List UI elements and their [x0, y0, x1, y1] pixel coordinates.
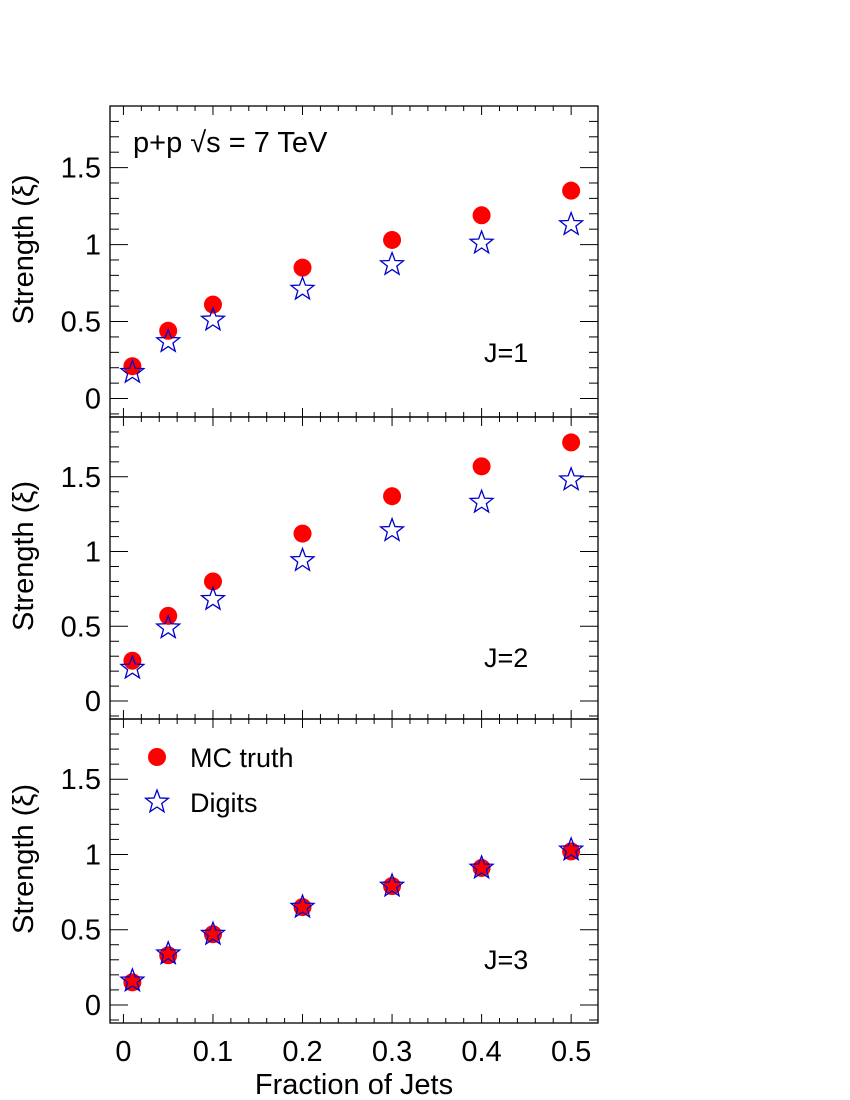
panel-2: 0 0.5 1 1.5 Strength (ξ) J=2	[8, 416, 599, 720]
mc-truth-point	[203, 572, 222, 591]
y-axis-title: Strength (ξ)	[8, 784, 40, 934]
x-tick-label: 0.4	[461, 1036, 501, 1068]
y-axis-title: Strength (ξ)	[8, 175, 40, 325]
y-tick-label: 0.5	[61, 915, 101, 947]
digits-point	[468, 488, 495, 514]
y-tick-label: 1	[85, 839, 101, 871]
digits-point	[378, 516, 406, 542]
digits-point	[557, 210, 585, 236]
digits-point	[468, 229, 495, 255]
panel-label: J=3	[484, 945, 528, 975]
legend-label: MC truth	[190, 743, 294, 773]
digits-point	[199, 306, 227, 332]
x-axis-title: Fraction of Jets	[255, 1069, 453, 1100]
legend: MC truth Digits	[143, 743, 294, 818]
panel-frame	[109, 718, 599, 1024]
x-tick-label: 0	[115, 1036, 131, 1068]
mc-truth-point	[562, 181, 581, 200]
mc-truth-point	[123, 973, 142, 992]
legend-label: Digits	[190, 788, 258, 818]
digits-point	[289, 275, 316, 301]
digits-point	[119, 654, 146, 680]
y-axis-title: Strength (ξ)	[8, 481, 40, 631]
mc-truth-point	[293, 258, 312, 277]
digits-point	[378, 872, 406, 898]
y-tick-label: 1.5	[61, 462, 101, 494]
y-tick-label: 0	[85, 384, 101, 416]
mc-truth-point	[472, 457, 491, 476]
digits-point	[119, 966, 146, 993]
y-tick-label: 0.5	[61, 611, 101, 643]
mc-truth-point	[123, 651, 142, 670]
energy-annotation: p+p √s = 7 TeV	[133, 127, 328, 159]
y-tick-label: 0	[85, 990, 101, 1022]
x-tick-label: 0.5	[551, 1036, 591, 1068]
digits-point	[289, 546, 316, 572]
legend-marker-mc-truth	[148, 748, 166, 766]
panel-label: J=1	[484, 338, 528, 368]
digits-point	[557, 465, 585, 492]
digits-point	[468, 854, 495, 880]
x-tick-label: 0.1	[193, 1036, 233, 1068]
mc-truth-point	[562, 433, 581, 452]
mc-truth-point	[159, 946, 178, 965]
digits-point	[557, 836, 585, 862]
y-tick-label: 1	[85, 537, 101, 569]
mc-truth-point	[293, 524, 312, 543]
mc-truth-point	[123, 357, 142, 376]
panels-layer: 0 0.5 1 1.5 Strength (ξ) J=1 0 0.5 1 1.5 Strength …	[8, 105, 599, 1068]
panel-frame	[109, 416, 599, 720]
y-tick-label: 0	[85, 686, 101, 718]
mc-truth-point	[383, 487, 402, 506]
legend-marker-digits	[143, 788, 171, 814]
digits-point	[155, 327, 182, 353]
digits-point	[155, 613, 182, 640]
digits-point	[289, 893, 316, 919]
mc-truth-point	[472, 206, 491, 225]
digits-point	[199, 585, 227, 611]
y-tick-label: 1	[85, 230, 101, 262]
digits-point	[155, 939, 182, 965]
digits-point	[199, 920, 227, 946]
y-tick-label: 1.5	[61, 764, 101, 796]
panel-label: J=2	[484, 643, 528, 673]
mc-truth-point	[562, 842, 581, 861]
mc-truth-point	[203, 295, 222, 314]
x-tick-label: 0.3	[372, 1036, 412, 1068]
mc-truth-point	[383, 230, 402, 249]
x-tick-label: 0.2	[282, 1036, 322, 1068]
digits-point	[378, 250, 406, 276]
panel-3: 0 0.5 1 1.5 Strength (ξ) J=3	[8, 718, 599, 1024]
y-tick-label: 0.5	[61, 307, 101, 339]
y-tick-label: 1.5	[61, 153, 101, 185]
digits-point	[119, 358, 146, 384]
panel-1: 0 0.5 1 1.5 Strength (ξ) J=1	[8, 105, 599, 418]
